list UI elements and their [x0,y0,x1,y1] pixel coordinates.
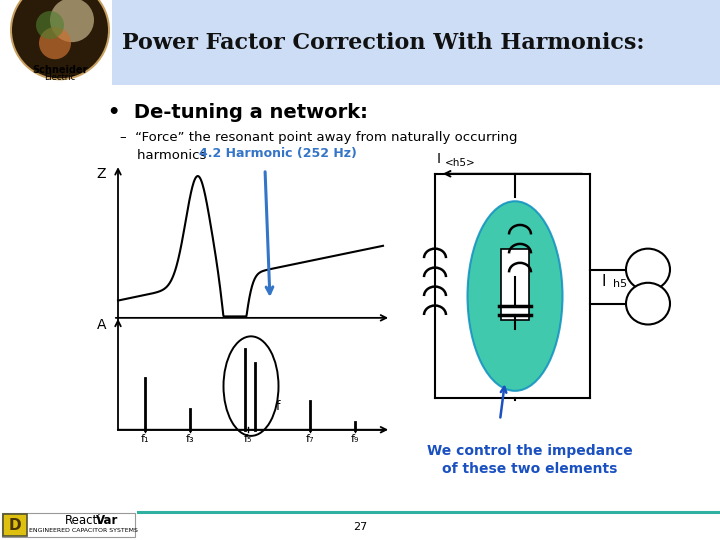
Ellipse shape [467,201,562,391]
Circle shape [50,0,94,42]
Circle shape [626,248,670,291]
Text: Electric: Electric [45,73,76,82]
Text: We control the impedance
of these two elements: We control the impedance of these two el… [427,444,633,476]
Text: f₇: f₇ [306,435,314,444]
Circle shape [36,11,64,39]
Bar [2,514,135,537]
Circle shape [12,0,108,78]
Text: f₉: f₉ [351,435,359,444]
Circle shape [39,27,71,59]
Text: Power Factor Correction With Harmonics:: Power Factor Correction With Harmonics: [122,32,644,54]
Circle shape [10,0,110,80]
Text: I: I [437,152,441,166]
Circle shape [626,283,670,325]
Text: Reacti: Reacti [65,514,102,527]
Bar [112,0,720,85]
Text: f₅: f₅ [244,435,252,444]
Text: –  “Force” the resonant point away from naturally occurring
    harmonics: – “Force” the resonant point away from n… [120,131,518,162]
Text: <h5>: <h5> [445,158,476,168]
Text: f₁: f₁ [140,435,149,444]
Bar [501,248,529,320]
Bar [3,514,27,536]
Text: h5: h5 [613,279,627,289]
Text: f₃: f₃ [186,435,194,444]
Text: Schneider: Schneider [32,65,88,75]
Text: f: f [276,400,280,413]
Text: A: A [96,319,106,333]
Text: •  De-tuning a network:: • De-tuning a network: [108,103,368,122]
Text: I: I [601,274,606,289]
Text: D: D [9,518,22,532]
Text: 27: 27 [353,522,367,532]
Text: ENGINEERED CAPACITOR SYSTEMS: ENGINEERED CAPACITOR SYSTEMS [29,528,138,534]
Text: Var: Var [96,514,118,527]
Text: Z: Z [96,167,106,181]
Text: 4.2 Harmonic (252 Hz): 4.2 Harmonic (252 Hz) [199,146,357,159]
